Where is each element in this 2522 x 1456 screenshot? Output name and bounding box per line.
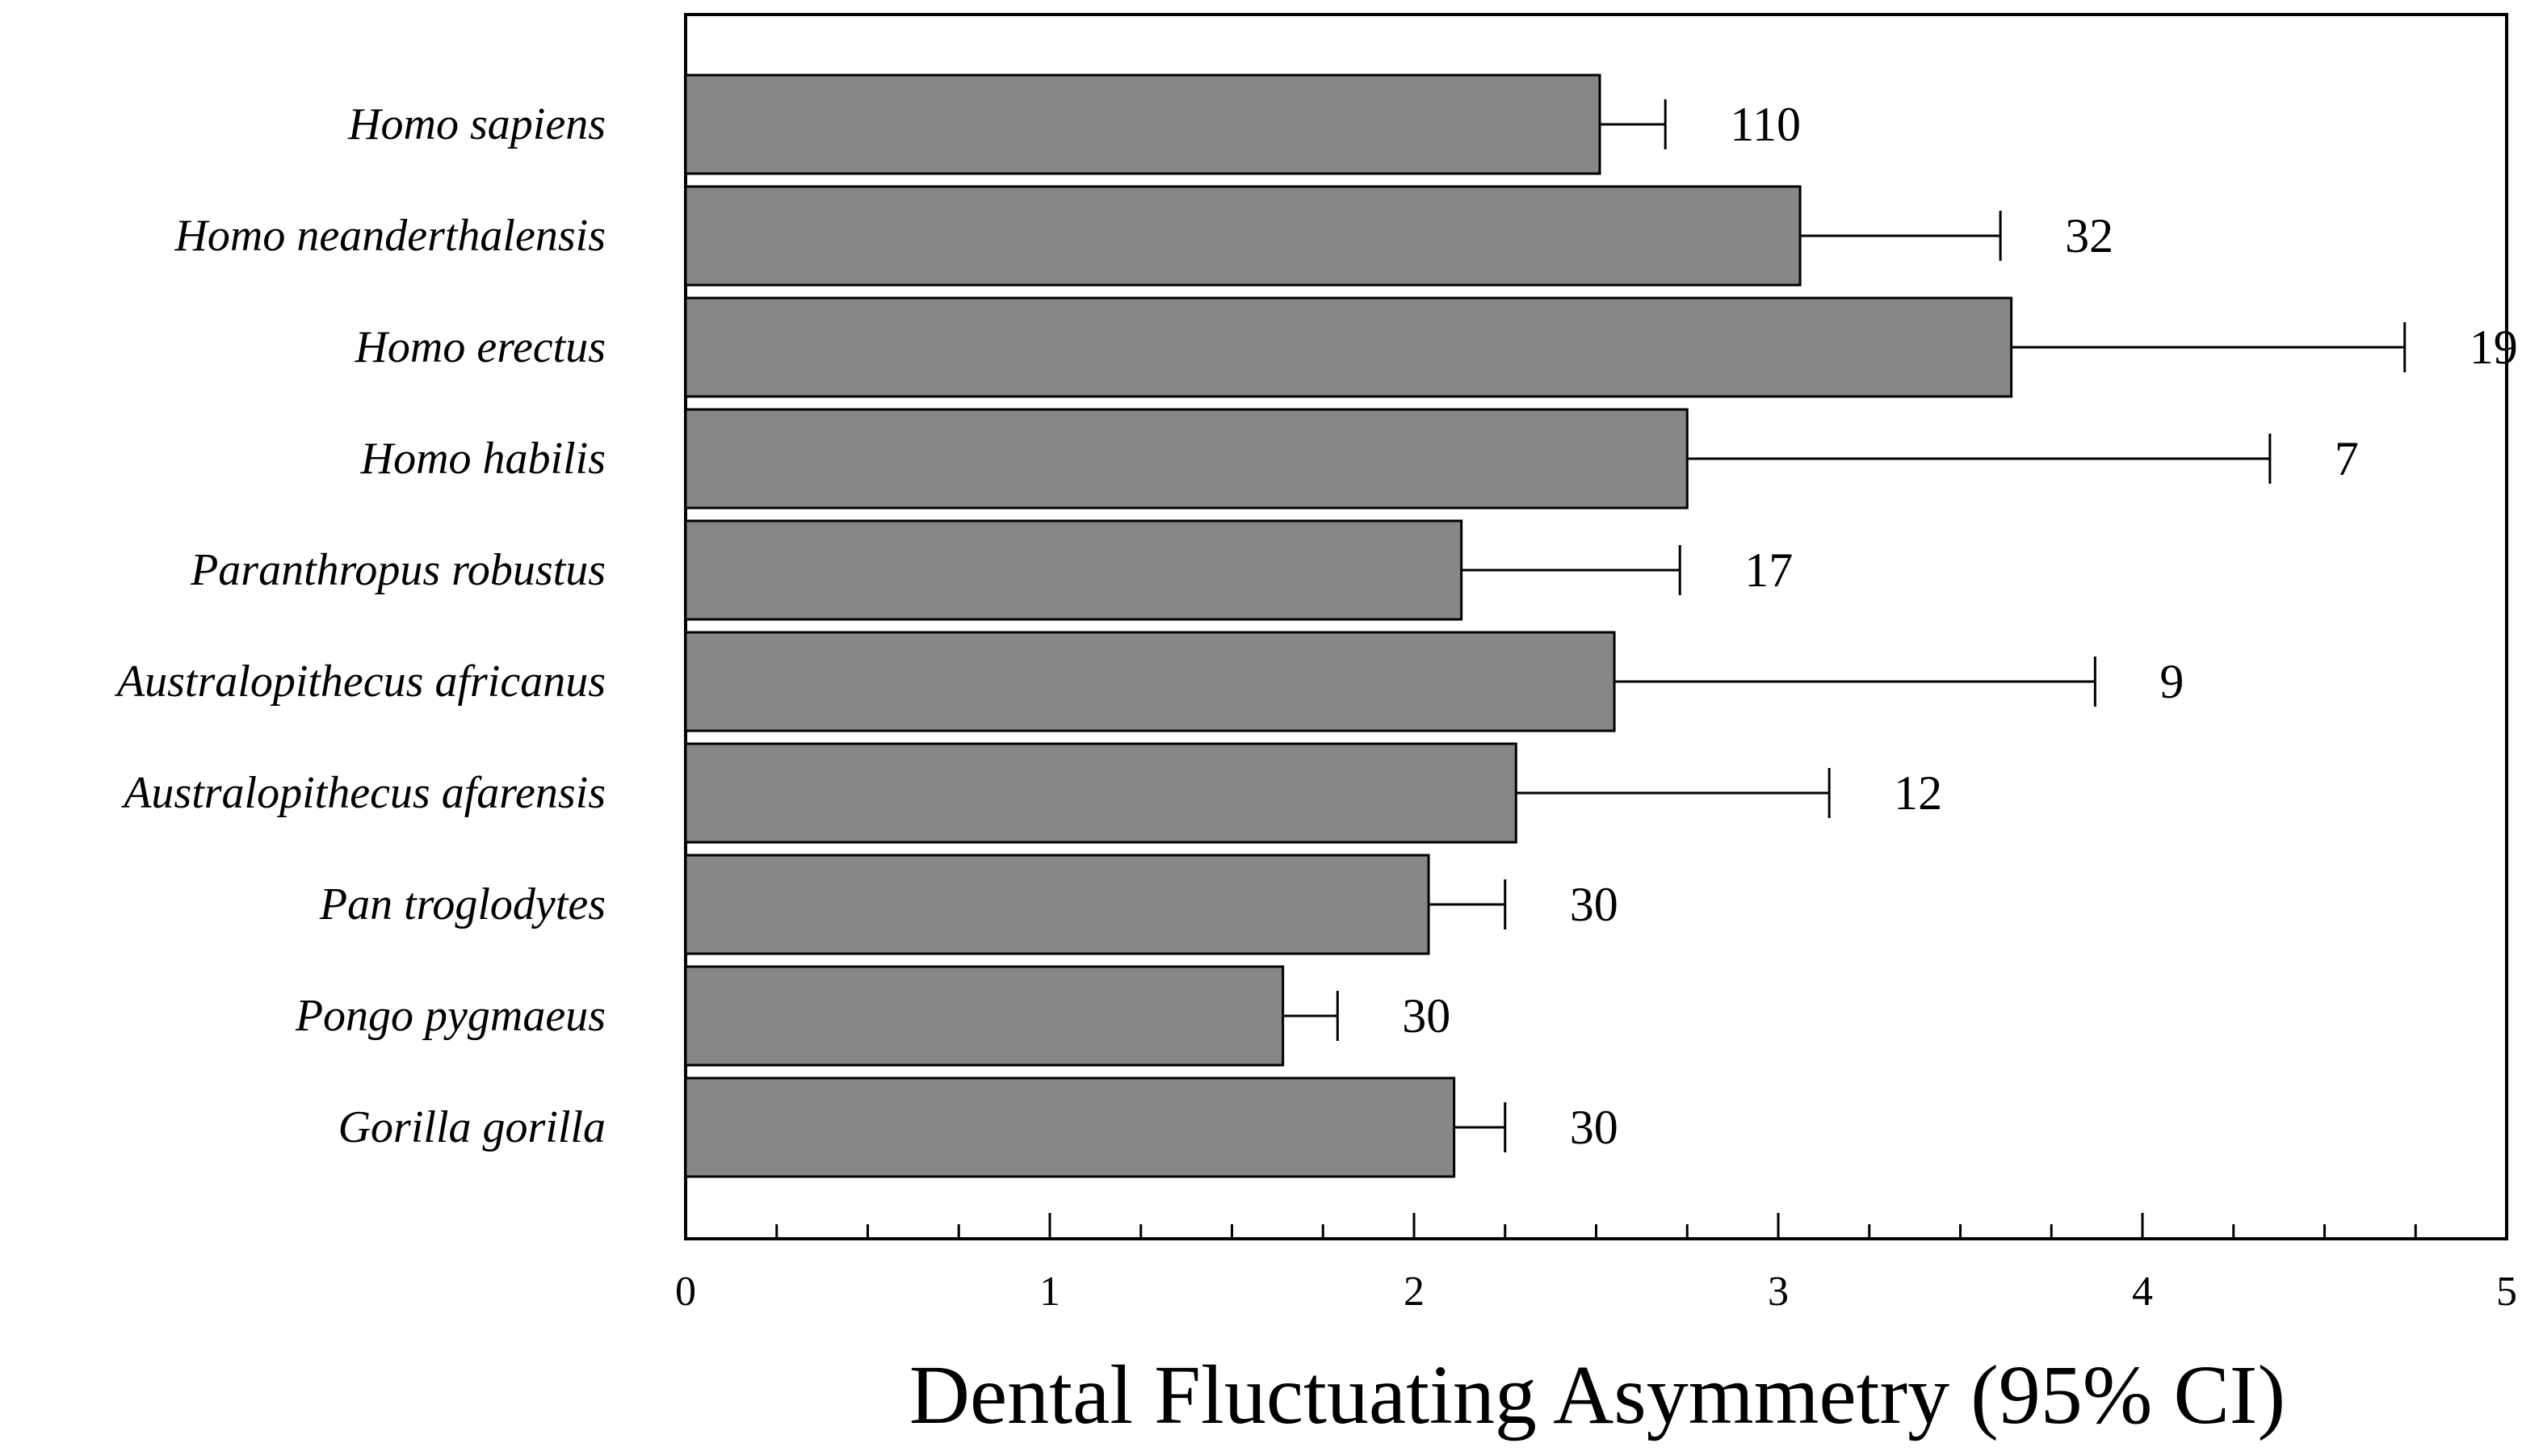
category-label: Australopithecus afarensis bbox=[120, 768, 606, 818]
x-tick-label: 2 bbox=[1404, 1269, 1425, 1315]
category-label: Homo sapiens bbox=[347, 99, 606, 149]
bars-group bbox=[684, 73, 2013, 1178]
sample-size-label: 30 bbox=[1570, 1101, 1618, 1154]
sample-size-label: 30 bbox=[1570, 878, 1618, 931]
category-label: Pan troglodytes bbox=[319, 879, 606, 929]
category-label: Gorilla gorilla bbox=[338, 1102, 606, 1152]
category-label: Australopithecus africanus bbox=[114, 657, 606, 707]
bar bbox=[684, 73, 1601, 175]
x-tick-label: 4 bbox=[2132, 1269, 2153, 1315]
x-axis-title: Dental Fluctuating Asymmetry (95% CI) bbox=[909, 1349, 2285, 1441]
sample-size-label: 9 bbox=[2159, 655, 2184, 708]
category-labels: Homo sapiens Homo neanderthalensis Homo er… bbox=[114, 99, 606, 1152]
bar bbox=[684, 519, 1463, 621]
sample-size-label: 7 bbox=[2335, 432, 2359, 485]
sample-size-label: 30 bbox=[1402, 989, 1450, 1043]
x-tick-label: 0 bbox=[675, 1269, 696, 1315]
x-tick-label: 5 bbox=[2496, 1269, 2517, 1315]
sample-size-label: 110 bbox=[1730, 98, 1801, 151]
bar bbox=[684, 742, 1517, 844]
category-label: Homo neanderthalensis bbox=[174, 211, 606, 261]
bar bbox=[684, 965, 1285, 1067]
sample-size-label: 19 bbox=[2470, 321, 2518, 374]
sample-size-label: 17 bbox=[1744, 543, 1793, 597]
x-tick-label: 1 bbox=[1039, 1269, 1060, 1315]
sample-size-labels: 110 32 19 7 17 9 12 30 30 30 bbox=[1402, 98, 2517, 1154]
sample-size-label: 12 bbox=[1894, 766, 1942, 820]
bar bbox=[684, 408, 1689, 510]
bar bbox=[684, 296, 2013, 398]
x-axis-ticks bbox=[775, 1213, 2417, 1239]
sample-size-label: 32 bbox=[2065, 209, 2113, 262]
bar bbox=[684, 854, 1430, 955]
bar bbox=[684, 1076, 1456, 1178]
category-label: Homo habilis bbox=[360, 434, 606, 484]
bar bbox=[684, 631, 1616, 732]
category-label: Homo erectus bbox=[354, 322, 606, 372]
x-axis-tick-labels: 0 1 2 3 4 5 bbox=[675, 1269, 2517, 1315]
x-tick-label: 3 bbox=[1768, 1269, 1789, 1315]
category-label: Pongo pygmaeus bbox=[295, 991, 606, 1041]
error-bars-group bbox=[1282, 99, 2407, 1152]
bar bbox=[684, 185, 1802, 287]
category-label: Paranthropus robustus bbox=[190, 545, 606, 595]
